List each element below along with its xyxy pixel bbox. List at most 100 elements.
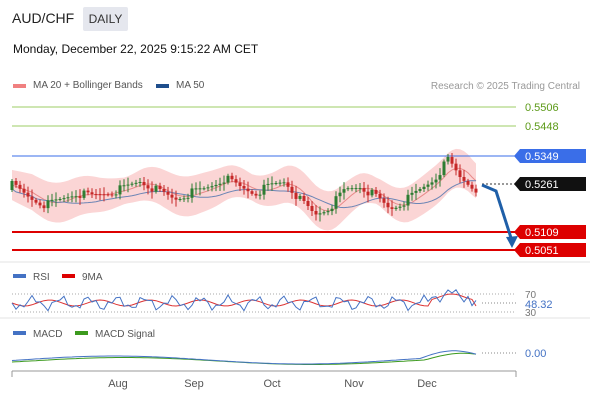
candle-body bbox=[423, 187, 426, 189]
candle-body bbox=[355, 188, 358, 189]
macd-value-label: 0.00 bbox=[525, 348, 546, 360]
candle-body bbox=[243, 186, 246, 189]
candle-body bbox=[175, 198, 178, 200]
candle-body bbox=[127, 185, 130, 186]
candle-body bbox=[251, 191, 254, 194]
candle-body bbox=[351, 188, 354, 189]
level-label: 0.5261 bbox=[525, 179, 559, 191]
candle-body bbox=[111, 194, 114, 195]
x-axis-label: Dec bbox=[417, 378, 437, 390]
candle-body bbox=[195, 188, 198, 189]
candle-body bbox=[143, 182, 146, 185]
candle-body bbox=[11, 181, 14, 190]
candle-body bbox=[191, 188, 194, 197]
candle-body bbox=[235, 179, 238, 182]
candle-body bbox=[323, 212, 326, 213]
candle-body bbox=[239, 183, 242, 186]
x-axis-label: Nov bbox=[344, 378, 364, 390]
level-label: 0.5109 bbox=[525, 227, 559, 239]
candle-body bbox=[359, 188, 362, 189]
candle-body bbox=[371, 190, 374, 195]
rsi-ma-legend-label: 9MA bbox=[82, 272, 103, 283]
macd-legend-label: MACD bbox=[33, 329, 62, 340]
candle-body bbox=[95, 194, 98, 195]
rsi-ma-swatch bbox=[62, 274, 75, 278]
macd-swatch bbox=[13, 331, 26, 335]
candle-body bbox=[163, 189, 166, 192]
candle-body bbox=[99, 194, 102, 195]
candle-body bbox=[315, 211, 318, 214]
candle-body bbox=[227, 176, 230, 183]
candle-body bbox=[419, 189, 422, 191]
x-axis-label: Aug bbox=[108, 378, 128, 390]
x-axis-label: Oct bbox=[263, 378, 280, 390]
rsi-legend-label: RSI bbox=[33, 272, 50, 283]
candle-body bbox=[259, 195, 262, 196]
candle-body bbox=[207, 187, 210, 188]
candle-body bbox=[295, 193, 298, 199]
level-label: 0.5506 bbox=[525, 102, 559, 114]
candle-body bbox=[347, 188, 350, 189]
candle-body bbox=[211, 186, 214, 187]
candle-body bbox=[387, 203, 390, 207]
forecast-arrowhead bbox=[506, 236, 518, 248]
candle-body bbox=[107, 194, 110, 195]
candle-body bbox=[167, 192, 170, 195]
candle-body bbox=[255, 194, 258, 196]
candle-body bbox=[439, 175, 442, 180]
candle-body bbox=[395, 208, 398, 209]
candle-body bbox=[275, 183, 278, 184]
candle-body bbox=[151, 188, 154, 191]
candle-body bbox=[471, 185, 474, 189]
rsi-swatch bbox=[13, 274, 26, 278]
candle-body bbox=[187, 198, 190, 199]
candle-body bbox=[39, 203, 42, 206]
candle-body bbox=[403, 206, 406, 207]
candle-body bbox=[43, 205, 46, 208]
level-label: 0.5051 bbox=[525, 245, 559, 257]
candle-body bbox=[475, 189, 478, 193]
macd-signal-swatch bbox=[75, 331, 88, 335]
candle-body bbox=[247, 189, 250, 192]
candle-body bbox=[131, 184, 134, 185]
candle-body bbox=[435, 180, 438, 183]
candle-body bbox=[55, 199, 58, 200]
candle-body bbox=[271, 183, 274, 184]
candle-body bbox=[87, 191, 90, 193]
candle-body bbox=[467, 181, 470, 185]
candle-body bbox=[75, 196, 78, 197]
candle-body bbox=[123, 185, 126, 186]
candle-body bbox=[407, 195, 410, 206]
candle-body bbox=[283, 182, 286, 183]
candle-body bbox=[363, 188, 366, 192]
candle-body bbox=[231, 176, 234, 179]
candle-body bbox=[15, 181, 18, 185]
candle-body bbox=[279, 183, 282, 184]
candle-body bbox=[459, 170, 462, 177]
candle-body bbox=[451, 157, 454, 164]
candle-body bbox=[23, 189, 26, 193]
candle-body bbox=[147, 185, 150, 188]
candle-body bbox=[307, 201, 310, 206]
candle-body bbox=[415, 191, 418, 193]
candle-body bbox=[139, 182, 142, 183]
candle-body bbox=[263, 185, 266, 195]
candle-body bbox=[447, 157, 450, 162]
candle-body bbox=[63, 198, 66, 199]
candle-body bbox=[367, 192, 370, 196]
candle-body bbox=[411, 193, 414, 195]
macd-signal-legend-label: MACD Signal bbox=[95, 329, 155, 340]
candle-body bbox=[399, 207, 402, 208]
macd-line bbox=[12, 351, 476, 364]
candle-body bbox=[331, 209, 334, 211]
candle-body bbox=[83, 191, 86, 198]
candle-body bbox=[303, 196, 306, 201]
candle-body bbox=[311, 206, 314, 211]
x-axis-label: Sep bbox=[184, 378, 204, 390]
candle-body bbox=[115, 194, 118, 195]
candle-body bbox=[171, 195, 174, 198]
candle-body bbox=[431, 182, 434, 184]
candle-body bbox=[203, 188, 206, 189]
candle-body bbox=[79, 196, 82, 198]
